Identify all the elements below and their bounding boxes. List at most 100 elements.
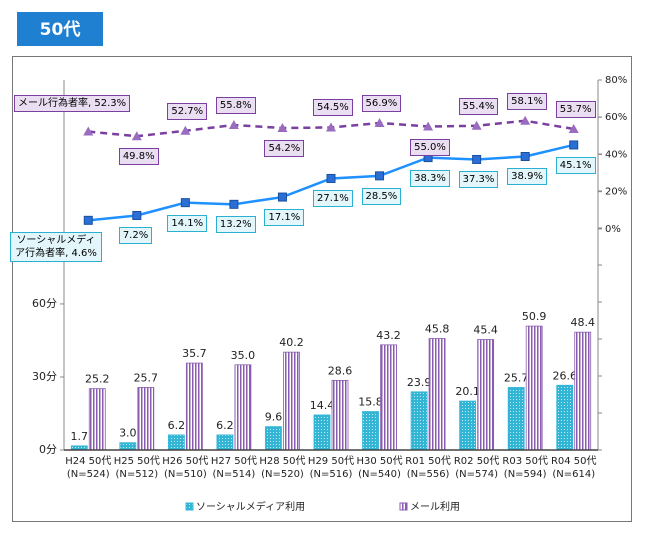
line-value-label: 58.1%	[507, 92, 547, 110]
bar-value-label: 9.6	[265, 411, 283, 424]
legend-label: ソーシャルメディア利用	[196, 500, 305, 513]
line-value-label: 55.0%	[410, 138, 450, 156]
line-value-label: 27.1%	[313, 190, 353, 208]
bar	[574, 331, 592, 451]
marker	[229, 199, 239, 209]
bar-value-label: 35.7	[182, 347, 207, 360]
bar-value-label: 1.7	[71, 430, 89, 443]
line-value-label: 13.2%	[215, 216, 256, 234]
marker	[471, 120, 482, 130]
bar	[234, 364, 252, 451]
y2-tick-label: 20%	[605, 187, 627, 198]
x-tick-label: H30 50代	[356, 455, 402, 467]
series-callout: ソーシャルメディア行為者率, 4.6%	[10, 232, 102, 262]
line-value-label: 55.4%	[458, 97, 499, 115]
line-value-label: 28.5%	[361, 187, 402, 205]
bar-value-label: 20.1	[455, 385, 480, 398]
y2-tick-label: 40%	[605, 149, 627, 160]
x-sample-size: (N=510)	[164, 469, 207, 480]
x-tick-label: H24 50代	[65, 455, 111, 467]
bar-value-label: 14.4	[310, 399, 335, 412]
x-sample-size: (N=556)	[407, 469, 450, 480]
legend-label: メール利用	[410, 501, 460, 513]
line-value-label: 54.5%	[313, 99, 353, 117]
bar-value-label: 6.2	[168, 419, 186, 432]
line-value-label: 54.2%	[264, 140, 305, 158]
bar-value-label: 50.9	[522, 310, 547, 323]
bar-value-label: 26.6	[552, 369, 577, 382]
line-value-label: 53.7%	[555, 100, 596, 118]
x-tick-label: R02 50代	[454, 455, 500, 467]
bar-value-label: 25.7	[504, 371, 529, 384]
bar	[556, 384, 574, 451]
marker	[472, 154, 482, 164]
x-tick-label: H29 50代	[308, 455, 354, 467]
x-sample-size: (N=574)	[455, 469, 498, 480]
bar-value-label: 25.7	[134, 371, 159, 384]
bar-value-label: 48.4	[570, 316, 595, 329]
bar-value-label: 15.8	[358, 396, 383, 409]
bar	[167, 434, 185, 451]
bar-value-label: 45.8	[425, 323, 450, 336]
line-value-label: 7.2%	[118, 227, 153, 245]
x-tick-label: R03 50代	[502, 455, 548, 467]
series-callout: メール行為者率, 52.3%	[14, 95, 131, 112]
bar-value-label: 43.2	[376, 329, 401, 342]
bar	[119, 442, 137, 451]
bar-value-label: 25.2	[85, 373, 110, 386]
line-value-label: 49.8%	[118, 148, 159, 166]
x-sample-size: (N=540)	[358, 469, 401, 480]
bar	[525, 325, 543, 451]
frame	[12, 56, 632, 522]
marker	[83, 126, 94, 136]
bar	[380, 344, 397, 451]
bar	[428, 338, 446, 451]
x-sample-size: (N=516)	[310, 469, 353, 480]
bar-value-label: 6.2	[216, 419, 234, 432]
marker	[132, 210, 142, 220]
line-value-label: 37.3%	[458, 171, 499, 189]
bar	[313, 414, 331, 451]
header-box	[17, 12, 103, 46]
marker	[326, 173, 336, 183]
x-sample-size: (N=594)	[504, 469, 547, 480]
x-sample-size: (N=614)	[552, 469, 595, 480]
bar-value-label: 45.4	[473, 323, 498, 336]
y2-tick-label: 80%	[605, 75, 627, 86]
y-tick-label: 60分	[32, 297, 57, 310]
x-tick-label: H25 50代	[114, 455, 160, 467]
marker	[374, 117, 385, 127]
bar	[331, 379, 349, 451]
bar	[477, 339, 495, 451]
line-value-label: 38.3%	[410, 169, 450, 187]
bar	[283, 351, 300, 451]
line-value-label: 45.1%	[555, 156, 596, 174]
bar	[185, 362, 203, 451]
marker	[326, 122, 336, 132]
bar-value-label: 40.2	[279, 336, 304, 349]
marker	[131, 131, 142, 141]
marker	[568, 123, 579, 133]
line-value-label: 55.8%	[215, 97, 256, 115]
y2-tick-label: 60%	[605, 112, 627, 123]
bar-value-label: 3.0	[119, 427, 137, 440]
bar	[362, 411, 379, 451]
x-sample-size: (N=512)	[115, 469, 158, 480]
marker	[83, 215, 93, 225]
bar	[410, 391, 428, 451]
marker	[180, 198, 190, 208]
marker	[520, 151, 530, 161]
marker	[569, 140, 579, 150]
legend-swatch	[185, 502, 194, 511]
bar	[265, 426, 282, 451]
bar	[137, 387, 155, 451]
marker	[520, 115, 531, 125]
legend-swatch	[399, 502, 408, 511]
x-tick-label: R01 50代	[405, 455, 451, 467]
x-sample-size: (N=524)	[67, 469, 110, 480]
bar-value-label: 35.0	[231, 349, 256, 362]
marker	[180, 125, 191, 135]
marker	[277, 192, 287, 202]
x-tick-label: H26 50代	[162, 455, 208, 467]
